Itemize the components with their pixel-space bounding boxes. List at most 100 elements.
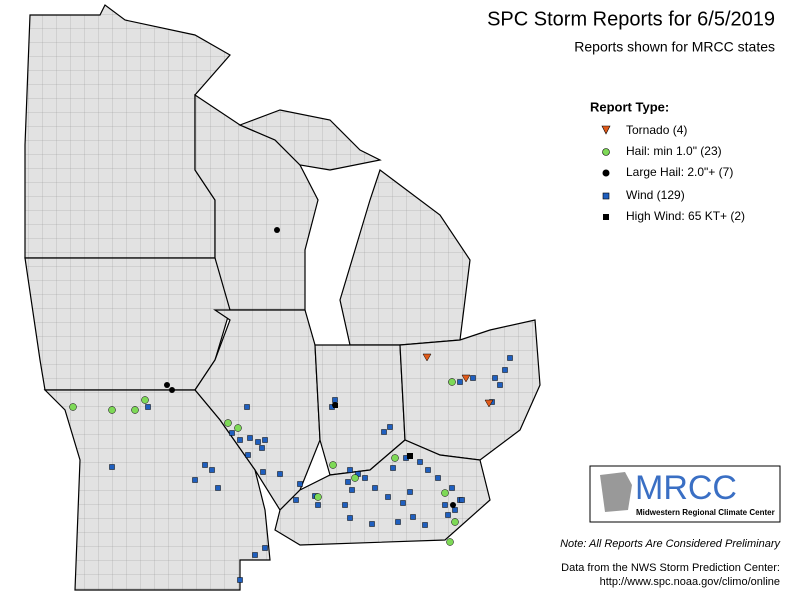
wind-report bbox=[459, 497, 465, 503]
wind-report bbox=[369, 521, 375, 527]
wind-report bbox=[492, 375, 498, 381]
wind-report bbox=[362, 475, 368, 481]
tornado-report bbox=[422, 353, 432, 362]
iowa bbox=[24, 257, 231, 391]
hail-report bbox=[141, 396, 149, 404]
large-hail-report bbox=[450, 502, 456, 508]
wind-report bbox=[277, 471, 283, 477]
hail-report bbox=[224, 419, 232, 427]
wind-report bbox=[255, 439, 261, 445]
wind-report bbox=[244, 404, 250, 410]
wind-report bbox=[247, 435, 253, 441]
large-hail-report bbox=[274, 227, 280, 233]
states bbox=[24, 4, 541, 591]
wind-report bbox=[145, 404, 151, 410]
wind-report bbox=[507, 355, 513, 361]
upper-michigan bbox=[238, 109, 382, 171]
hail-report bbox=[234, 424, 242, 432]
wind-report bbox=[502, 367, 508, 373]
wind-report bbox=[381, 429, 387, 435]
note: Note: All Reports Are Considered Prelimi… bbox=[560, 538, 781, 550]
wind-report bbox=[435, 475, 441, 481]
wind-report bbox=[237, 437, 243, 443]
wind-report bbox=[422, 522, 428, 528]
hail-report bbox=[391, 454, 399, 462]
hail-report bbox=[441, 489, 449, 497]
wind-report bbox=[417, 459, 423, 465]
subtitle: Reports shown for MRCC states bbox=[574, 39, 775, 55]
hail-report bbox=[446, 538, 454, 546]
wind-report bbox=[209, 467, 215, 473]
wind-report bbox=[245, 452, 251, 458]
wind-report bbox=[407, 489, 413, 495]
wind-report bbox=[395, 519, 401, 525]
wind-report bbox=[202, 462, 208, 468]
wind-report bbox=[387, 424, 393, 430]
source-url: http://www.spc.noaa.gov/climo/online bbox=[600, 576, 780, 588]
wind-report bbox=[390, 465, 396, 471]
hail-report bbox=[69, 403, 77, 411]
wind-report bbox=[237, 577, 243, 583]
high-wind-report bbox=[333, 403, 338, 408]
wind-report bbox=[262, 437, 268, 443]
hail-report bbox=[131, 406, 139, 414]
wind-report bbox=[347, 515, 353, 521]
wind-report bbox=[262, 545, 268, 551]
high-wind-report bbox=[407, 453, 413, 459]
wind-report bbox=[400, 500, 406, 506]
legend-item: Tornado (4) bbox=[626, 123, 687, 137]
illinois bbox=[194, 309, 321, 511]
hail-report bbox=[329, 461, 337, 469]
wind-report bbox=[315, 502, 321, 508]
wind-report bbox=[229, 430, 235, 436]
wind-report bbox=[497, 382, 503, 388]
logo-name: MRCC bbox=[635, 469, 737, 507]
wind-report bbox=[385, 494, 391, 500]
logo-map bbox=[600, 472, 632, 512]
large-hail-symbol bbox=[602, 169, 610, 177]
wind-report bbox=[192, 477, 198, 483]
hail-report bbox=[351, 474, 359, 482]
wind-report bbox=[425, 467, 431, 473]
tornado-report bbox=[484, 399, 494, 408]
wind-report bbox=[349, 487, 355, 493]
large-hail-report bbox=[164, 382, 170, 388]
wind-report bbox=[449, 485, 455, 491]
hail-report bbox=[108, 406, 116, 414]
wind-report bbox=[293, 497, 299, 503]
tornado-symbol bbox=[601, 125, 611, 135]
wind-report bbox=[109, 464, 115, 470]
wind-report bbox=[342, 502, 348, 508]
wind-report bbox=[470, 375, 476, 381]
lower-michigan bbox=[339, 169, 471, 346]
legend-item: High Wind: 65 KT+ (2) bbox=[626, 209, 745, 223]
wind-report bbox=[445, 512, 451, 518]
wind-report bbox=[252, 552, 258, 558]
wind-report bbox=[442, 502, 448, 508]
hail-report bbox=[448, 378, 456, 386]
wind-report bbox=[297, 481, 303, 487]
title: SPC Storm Reports for 6/5/2019 bbox=[487, 8, 775, 30]
report-markers bbox=[69, 227, 513, 583]
legend: Report Type: Tornado (4) Hail: min 1.0" … bbox=[590, 99, 745, 223]
logo: MRCC Midwestern Regional Climate Center bbox=[589, 465, 781, 523]
wind-report bbox=[372, 485, 378, 491]
source: Data from the NWS Storm Prediction Cente… bbox=[561, 562, 780, 574]
tornado-report bbox=[461, 374, 471, 383]
wind-report bbox=[260, 469, 266, 475]
legend-item: Large Hail: 2.0"+ (7) bbox=[626, 165, 733, 179]
wind-report bbox=[215, 485, 221, 491]
legend-title: Report Type: bbox=[590, 99, 669, 114]
large-hail-report bbox=[169, 387, 175, 393]
wind-report bbox=[452, 507, 458, 513]
hail-symbol bbox=[602, 148, 610, 156]
legend-item: Wind (129) bbox=[626, 188, 685, 202]
kentucky bbox=[274, 439, 491, 546]
wind-symbol bbox=[602, 192, 610, 200]
logo-caption: Midwestern Regional Climate Center bbox=[636, 508, 775, 517]
missouri bbox=[43, 389, 271, 591]
wind-report bbox=[457, 379, 463, 385]
legend-item: Hail: min 1.0" (23) bbox=[626, 144, 722, 158]
